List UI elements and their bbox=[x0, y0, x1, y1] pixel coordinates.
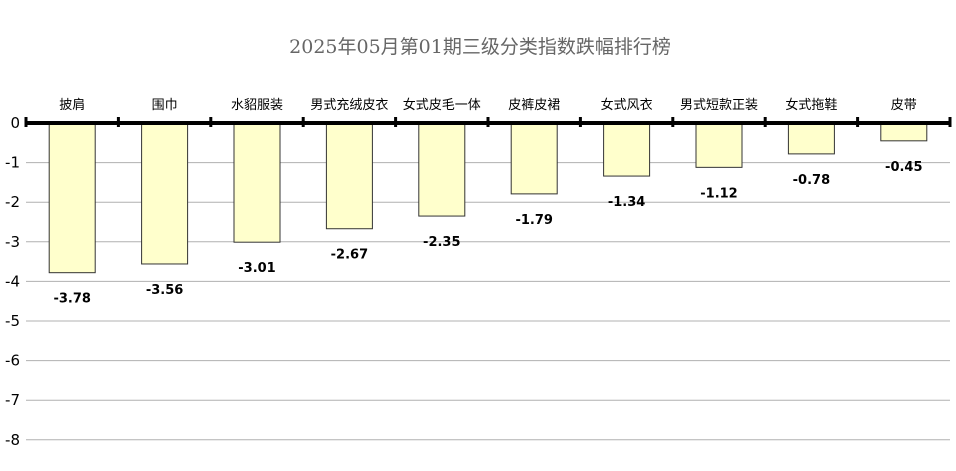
bar bbox=[787, 122, 835, 155]
data-label: -2.35 bbox=[423, 235, 460, 250]
category-label: 女式拖鞋 bbox=[785, 97, 837, 113]
category-label: 皮带 bbox=[891, 98, 917, 113]
y-tick-label: -8 bbox=[5, 431, 20, 449]
data-label: -3.78 bbox=[53, 292, 90, 307]
bar bbox=[141, 122, 189, 265]
category-label: 披肩 bbox=[59, 97, 85, 113]
data-label: -1.34 bbox=[608, 195, 645, 210]
category-label: 水貂服装 bbox=[231, 98, 283, 113]
bar bbox=[510, 122, 558, 195]
bar bbox=[418, 122, 466, 217]
category-label: 男式短款正装 bbox=[680, 98, 758, 113]
category-label: 女式风衣 bbox=[601, 97, 653, 113]
data-label: -3.56 bbox=[146, 283, 183, 298]
data-label: -0.78 bbox=[793, 173, 830, 188]
y-axis: 0 -1 -2 -3 -4 -5 -6 -7 -8 bbox=[5, 114, 20, 449]
y-tick-label: -5 bbox=[5, 312, 20, 330]
y-tick-label: -2 bbox=[5, 193, 20, 211]
bar bbox=[695, 122, 743, 168]
y-tick-label: -1 bbox=[5, 154, 20, 172]
category-label: 皮裤皮裙 bbox=[508, 98, 560, 113]
data-labels: -3.78 -3.56 -3.01 -2.67 -2.35 -1.79 -1.34 -1.12… bbox=[53, 160, 922, 307]
data-label: -1.79 bbox=[515, 213, 552, 228]
bar bbox=[233, 122, 281, 243]
bar bbox=[880, 122, 928, 142]
y-tick-label: 0 bbox=[10, 114, 20, 132]
category-label: 围巾 bbox=[152, 98, 178, 113]
category-label: 女式皮毛一体 bbox=[403, 97, 481, 113]
x-axis bbox=[24, 117, 952, 127]
data-label: -3.01 bbox=[238, 261, 275, 276]
y-tick-label: -4 bbox=[5, 272, 20, 290]
y-tick-label: -6 bbox=[5, 352, 20, 370]
bar bbox=[48, 122, 96, 274]
chart-title: 2025年05月第01期三级分类指数跌幅排行榜 bbox=[289, 36, 671, 58]
bars bbox=[48, 122, 928, 274]
data-label: -2.67 bbox=[331, 248, 368, 263]
data-label: -1.12 bbox=[700, 186, 737, 201]
y-tick-label: -3 bbox=[5, 233, 20, 251]
bar bbox=[603, 122, 651, 177]
y-tick-label: -7 bbox=[5, 391, 20, 409]
category-labels: 披肩 围巾 水貂服装 男式充绒皮衣 女式皮毛一体 皮裤皮裙 女式风衣 男式短款正装 女式拖鞋 皮带 bbox=[59, 97, 917, 113]
category-label: 男式充绒皮衣 bbox=[310, 97, 388, 113]
data-label: -0.45 bbox=[885, 160, 922, 175]
bar bbox=[325, 122, 373, 230]
